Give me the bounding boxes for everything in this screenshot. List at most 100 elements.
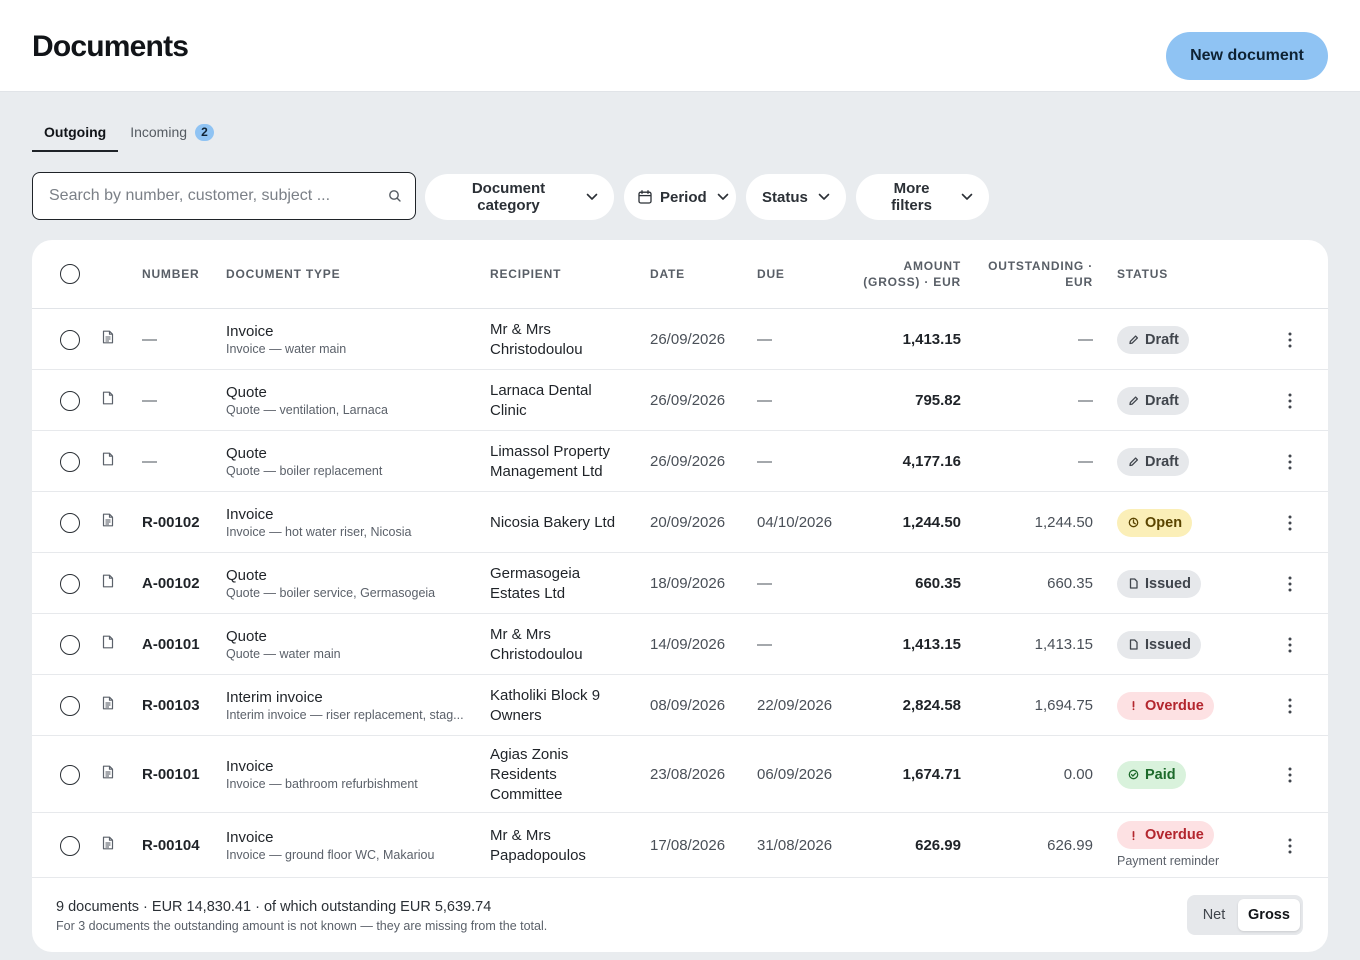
document-type-cell: Quote Quote — boiler service, Germasogeia	[226, 566, 468, 602]
gross-amount: 626.99	[915, 836, 961, 854]
document-number[interactable]: R-00102	[142, 513, 200, 531]
header-amount-line2: (GROSS) · EUR	[863, 275, 961, 289]
gross-toggle-button[interactable]: Gross	[1238, 899, 1300, 931]
row-checkbox[interactable]	[60, 695, 80, 716]
document-type-cell: Quote Quote — water main	[226, 627, 468, 663]
row-checkbox[interactable]	[60, 764, 80, 785]
header-document-type[interactable]: DOCUMENT TYPE	[226, 267, 341, 281]
document-type: Quote	[226, 444, 267, 462]
table-row[interactable]: R-00104 Invoice Invoice — ground floor WC,…	[32, 813, 1328, 878]
status-label: Open	[1145, 514, 1183, 531]
more-filters-button[interactable]: More filters	[856, 174, 989, 220]
document-subject: Invoice — bathroom refurbishment	[226, 776, 418, 791]
status-label: Draft	[1145, 392, 1179, 409]
tab-outgoing-label: Outgoing	[44, 124, 107, 140]
document-type-cell: Quote Quote — boiler replacement	[226, 444, 468, 480]
more-actions-icon[interactable]	[1282, 575, 1298, 593]
row-checkbox[interactable]	[60, 512, 80, 533]
document-type: Interim invoice	[226, 688, 323, 706]
new-document-button[interactable]: New document	[1166, 32, 1328, 80]
due-date: —	[757, 635, 772, 653]
table-row[interactable]: R-00101 Invoice Invoice — bathroom refurbi…	[32, 736, 1328, 813]
status-badge: Issued	[1117, 569, 1201, 598]
table-row[interactable]: R-00102 Invoice Invoice — hot water riser,…	[32, 492, 1328, 553]
document-date: 20/09/2026	[650, 513, 726, 531]
header-number[interactable]: NUMBER	[142, 267, 200, 281]
document-subject: Quote — ventilation, Larnaca	[226, 402, 388, 417]
document-number[interactable]: A-00102	[142, 574, 200, 592]
outstanding-amount: —	[1078, 452, 1093, 470]
document-subject: Interim invoice — riser replacement, sta…	[226, 707, 464, 722]
table-row[interactable]: — Invoice Invoice — water main Mr & Mrs Chr…	[32, 309, 1328, 370]
status-badge: Overdue	[1117, 821, 1214, 849]
more-actions-icon[interactable]	[1282, 837, 1298, 855]
table-row[interactable]: — Quote Quote — boiler replacement Limassol…	[32, 431, 1328, 492]
tab-outgoing[interactable]: Outgoing	[32, 114, 119, 152]
net-toggle-button[interactable]: Net	[1191, 899, 1237, 931]
document-icon	[1129, 639, 1138, 650]
search-box	[32, 172, 416, 220]
status-filter[interactable]: Status	[746, 174, 846, 220]
recipient: Agias Zonis Residents Committee	[490, 745, 569, 803]
document-type: Invoice	[226, 828, 274, 846]
document-subject: Quote — water main	[226, 646, 341, 661]
document-number[interactable]: A-00101	[142, 635, 200, 653]
document-category-filter[interactable]: Document category	[425, 174, 614, 220]
row-checkbox[interactable]	[60, 835, 80, 856]
document-date: 26/09/2026	[650, 391, 726, 409]
row-checkbox[interactable]	[60, 634, 80, 655]
table-row[interactable]: A-00101 Quote Quote — water main Mr & Mrs C…	[32, 614, 1328, 675]
gross-amount: 1,413.15	[902, 635, 961, 653]
outstanding-amount: 1,413.15	[1034, 635, 1093, 653]
row-checkbox[interactable]	[60, 451, 80, 472]
search-input[interactable]	[49, 185, 369, 207]
recipient: Mr & Mrs Christodoulou	[490, 625, 583, 663]
document-icon	[1129, 578, 1138, 589]
period-filter[interactable]: Period	[624, 174, 736, 220]
recipient: Katholiki Block 9 Owners	[490, 686, 601, 724]
document-number[interactable]: R-00104	[142, 836, 200, 854]
recipient: Nicosia Bakery Ltd	[490, 513, 616, 531]
tab-incoming[interactable]: Incoming 2	[118, 114, 226, 152]
header-amount[interactable]: AMOUNT (GROSS) · EUR	[832, 258, 961, 290]
tab-incoming-label: Incoming	[130, 124, 188, 140]
more-actions-icon[interactable]	[1282, 766, 1298, 784]
table-row[interactable]: A-00102 Quote Quote — boiler service, Germ…	[32, 553, 1328, 614]
row-checkbox[interactable]	[60, 329, 80, 350]
blank-document-icon	[102, 574, 114, 587]
table-row[interactable]: R-00103 Interim invoice Interim invoice — …	[32, 675, 1328, 736]
more-actions-icon[interactable]	[1282, 636, 1298, 654]
row-checkbox[interactable]	[60, 573, 80, 594]
more-actions-icon[interactable]	[1282, 697, 1298, 715]
more-actions-icon[interactable]	[1282, 392, 1298, 410]
page-title: Documents	[32, 30, 189, 63]
more-actions-icon[interactable]	[1282, 331, 1298, 349]
status-label: Overdue	[1145, 697, 1204, 714]
document-number[interactable]: —	[142, 330, 157, 348]
status-badge: Issued	[1117, 630, 1201, 659]
table-row[interactable]: — Quote Quote — ventilation, Larnaca Larnac…	[32, 370, 1328, 431]
select-all-checkbox[interactable]	[60, 264, 80, 284]
due-date: 04/10/2026	[757, 513, 833, 531]
document-number[interactable]: —	[142, 391, 157, 409]
recipient: Mr & Mrs Christodoulou	[490, 320, 583, 358]
header-recipient[interactable]: RECIPIENT	[490, 267, 562, 281]
header-outstanding[interactable]: OUTSTANDING · EUR	[972, 258, 1093, 290]
recipient: Larnaca Dental Clinic	[490, 381, 592, 419]
header-status[interactable]: STATUS	[1117, 267, 1169, 281]
document-number[interactable]: —	[142, 452, 157, 470]
more-actions-icon[interactable]	[1282, 514, 1298, 532]
header-due[interactable]: DUE	[757, 267, 785, 281]
recipient: Germasogeia Estates Ltd	[490, 564, 581, 602]
header-outstanding-line1: OUTSTANDING ·	[988, 259, 1093, 273]
document-subject: Invoice — ground floor WC, Makariou	[226, 847, 435, 862]
documents-table-card: NUMBER DOCUMENT TYPE RECIPIENT DATE DUE …	[32, 240, 1328, 952]
search-icon[interactable]	[387, 188, 403, 204]
net-gross-toggle: Net Gross	[1187, 895, 1303, 935]
more-actions-icon[interactable]	[1282, 453, 1298, 471]
document-number[interactable]: R-00101	[142, 765, 200, 783]
row-checkbox[interactable]	[60, 390, 80, 411]
header-date[interactable]: DATE	[650, 267, 685, 281]
recipient: Mr & Mrs Papadopoulos	[490, 826, 586, 864]
document-number[interactable]: R-00103	[142, 696, 200, 714]
